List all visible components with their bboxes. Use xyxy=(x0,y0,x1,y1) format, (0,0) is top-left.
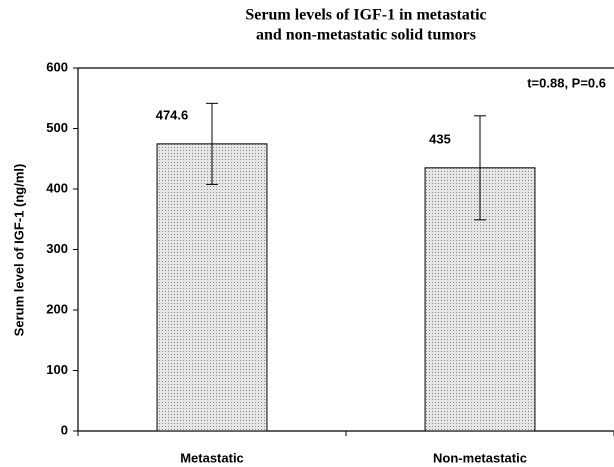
x-tick-label: Non-metastatic xyxy=(433,450,527,465)
bar xyxy=(156,143,268,432)
y-tick-label: 100 xyxy=(46,362,68,377)
x-tick-label: Metastatic xyxy=(180,450,244,465)
y-tick-label: 600 xyxy=(46,59,68,74)
data-label: 474.6 xyxy=(156,107,189,122)
error-bar xyxy=(474,115,486,221)
error-bar xyxy=(206,102,218,185)
chart-title: Serum levels of IGF-1 in metastatic xyxy=(245,7,486,24)
y-tick-label: 400 xyxy=(46,180,68,195)
y-axis-label: Serum level of IGF-1 (ng/ml) xyxy=(11,164,26,337)
y-tick-label: 0 xyxy=(61,422,68,437)
annotation: t=0.88, P=0.6 xyxy=(527,75,606,90)
chart-title: and non-metastatic solid tumors xyxy=(256,27,476,44)
y-tick-label: 300 xyxy=(46,241,68,256)
y-tick-label: 500 xyxy=(46,120,68,135)
data-label: 435 xyxy=(429,131,451,146)
y-tick-label: 200 xyxy=(46,301,68,316)
